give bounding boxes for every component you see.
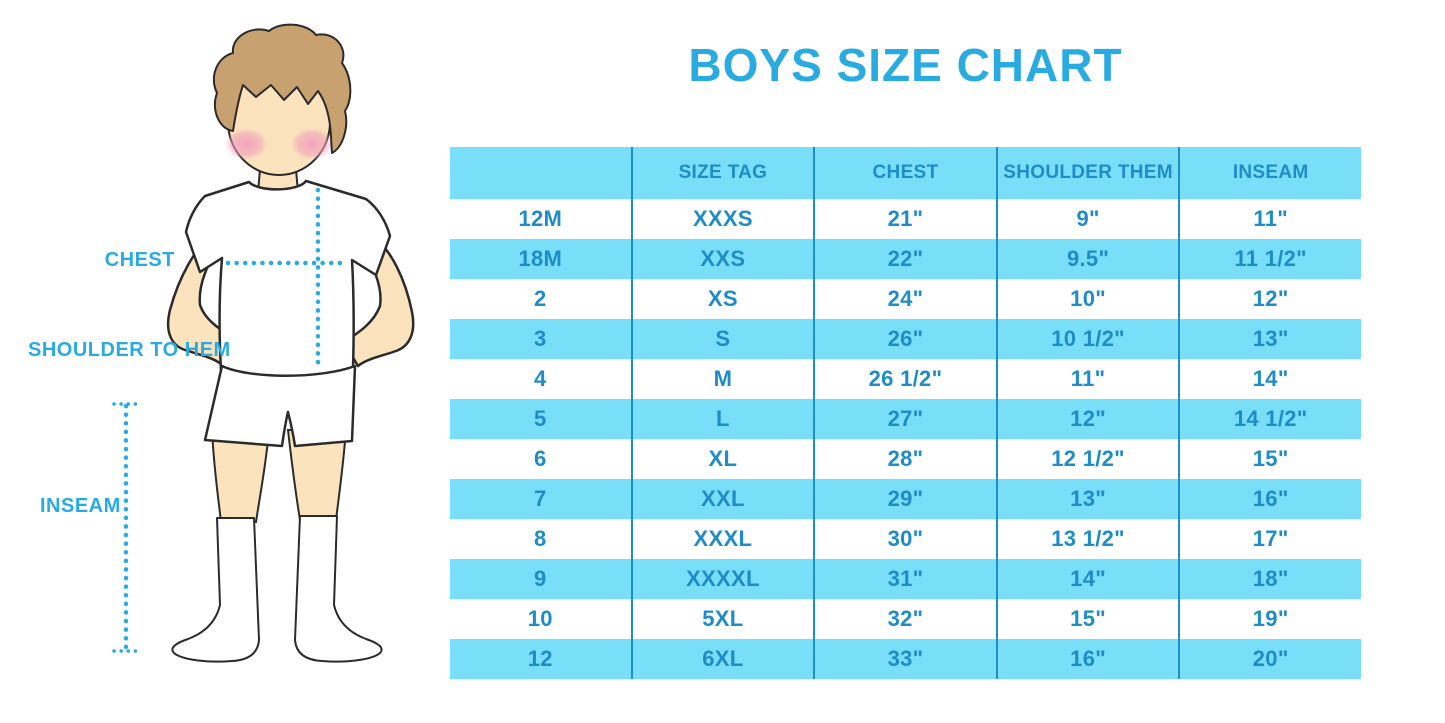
boy-leg-left [210,429,271,523]
table-cell: 8 [534,526,547,551]
table-cell: 26 1/2" [813,359,996,399]
table-cell: 9" [995,199,1179,239]
boy-shorts [203,364,357,448]
table-cell: XXL [630,479,814,519]
table-cell: 24" [813,279,996,319]
table-cell: 32" [813,599,996,639]
table-row: 7 XXL 29" 13" 16" [450,479,1361,519]
table-cell: 7 [534,486,547,511]
table-cell: 13" [995,479,1179,519]
table-cell: 16" [995,639,1179,679]
table-cell: L [630,399,814,439]
table-cell: 14" [1178,359,1361,399]
table-cell: 21" [813,199,996,239]
table-cell: 5 [534,406,547,431]
table-row: 3 S 26" 10 1/2" 13" [450,319,1361,359]
table-cell: 27" [813,399,996,439]
table-cell: 3 [534,326,547,351]
table-row: 9 XXXXL 31" 14" 18" [450,559,1361,599]
table-cell: 30" [813,519,996,559]
boy-sock-right [294,515,383,663]
table-row: 8 XXXL 30" 13 1/2" 17" [450,519,1361,559]
table-cell: 12" [1178,279,1361,319]
table-cell: 10 [527,606,553,631]
table-cell: 14 1/2" [1178,399,1361,439]
table-cell: 17" [1178,519,1361,559]
table-cell: XS [630,279,814,319]
table-cell: XXXXL [630,559,814,599]
table-cell: 10 1/2" [995,319,1179,359]
table-row: 10 5XL 32" 15" 19" [450,599,1361,639]
table-row: 18M XXS 22" 9.5" 11 1/2" [450,239,1361,279]
table-header-row: SIZE TAG CHEST SHOULDER THEM INSEAM [450,147,1361,199]
table-cell: 9 [534,566,547,591]
blush-left [225,128,267,160]
table-cell: 2 [534,286,547,311]
table-header-cell: CHEST [813,147,996,199]
table-header-cell [450,147,631,199]
table-row: 4 M 26 1/2" 11" 14" [450,359,1361,399]
boy-arm-right [342,230,415,368]
table-cell: 20" [1178,639,1361,679]
size-table: SIZE TAG CHEST SHOULDER THEM INSEAM 12M XXXS 2… [450,147,1361,679]
table-cell: 6 [534,446,547,471]
table-cell: 13 1/2" [995,519,1179,559]
chest-label: CHEST [104,249,175,271]
table-cell: XXS [630,239,814,279]
table-cell: 33" [813,639,996,679]
table-cell: 26" [813,319,996,359]
inseam-label: INSEAM [40,495,121,517]
table-cell: 9.5" [995,239,1179,279]
table-cell: 18M [518,246,563,271]
table-cell: 12" [995,399,1179,439]
table-cell: S [630,319,814,359]
boy-sock-left [171,517,260,663]
table-cell: 11 1/2" [1178,239,1361,279]
table-cell: 15" [1178,439,1361,479]
boy-illustration [112,23,415,663]
table-cell: 31" [813,559,996,599]
table-row: 12 6XL 33" 16" 20" [450,639,1361,679]
table-cell: 12M [518,206,563,231]
blush-right [291,128,333,160]
table-row: 2 XS 24" 10" 12" [450,279,1361,319]
table-header-cell: SIZE TAG [630,147,814,199]
table-cell: 11" [1178,199,1361,239]
table-cell: 19" [1178,599,1361,639]
table-row: 6 XL 28" 12 1/2" 15" [450,439,1361,479]
table-cell: 18" [1178,559,1361,599]
table-cell: 11" [995,359,1179,399]
table-row: 5 L 27" 12" 14 1/2" [450,399,1361,439]
table-cell: 12 1/2" [995,439,1179,479]
boy-hair [212,23,352,154]
table-cell: 29" [813,479,996,519]
table-cell: M [630,359,814,399]
table-cell: 14" [995,559,1179,599]
table-cell: 22" [813,239,996,279]
table-cell: 5XL [630,599,814,639]
table-cell: 13" [1178,319,1361,359]
table-row: 12M XXXS 21" 9" 11" [450,199,1361,239]
table-cell: 16" [1178,479,1361,519]
table-cell: 12 [527,646,553,671]
table-cell: 4 [534,366,547,391]
table-cell: 6XL [630,639,814,679]
table-cell: XXXL [630,519,814,559]
shoulder-to-hem-label: SHOULDER TO HEM [28,339,231,361]
table-header-cell: INSEAM [1178,147,1361,199]
table-cell: 28" [813,439,996,479]
table-cell: 10" [995,279,1179,319]
table-cell: XXXS [630,199,814,239]
table-header-cell: SHOULDER THEM [995,147,1179,199]
page-title: BOYS SIZE CHART [688,39,1123,91]
table-cell: 15" [995,599,1179,639]
table-cell: XL [630,439,814,479]
